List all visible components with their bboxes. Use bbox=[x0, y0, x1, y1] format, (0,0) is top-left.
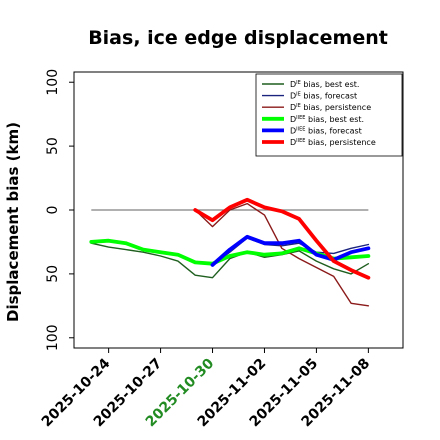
x-axis-ticks: 2025-10-242025-10-272025-10-302025-11-02… bbox=[39, 348, 373, 430]
y-tick-label: 100 bbox=[45, 324, 61, 351]
series-line-2 bbox=[194, 202, 370, 307]
series-line-0 bbox=[90, 242, 370, 279]
y-tick-label: 50 bbox=[45, 265, 61, 283]
legend-label: DIIEE bias, persistence bbox=[290, 138, 376, 147]
chart-legend: DIE bias, best est. DIE bias, forecast DIE… bbox=[255, 73, 403, 157]
legend-label: DIIEE bias, forecast bbox=[290, 126, 362, 135]
series-line-4 bbox=[210, 234, 371, 267]
plot-area bbox=[73, 71, 404, 349]
y-tick-label: 0 bbox=[45, 206, 61, 215]
legend-label: DIE bias, best est. bbox=[290, 80, 359, 89]
legend-label: DIE bias, forecast bbox=[290, 92, 357, 101]
chart-title: Bias, ice edge displacement bbox=[88, 27, 388, 49]
y-tick-label: 50 bbox=[45, 137, 61, 155]
legend-label: DIIEE bias, best est. bbox=[290, 115, 364, 124]
y-axis-label: Displacement bias (km) bbox=[4, 122, 22, 322]
y-axis-ticks: 100 50 0 50 100 bbox=[45, 69, 74, 351]
series-line-5 bbox=[193, 197, 371, 280]
y-tick-label: 100 bbox=[45, 69, 61, 96]
legend-label: DIE bias, persistence bbox=[290, 103, 371, 112]
